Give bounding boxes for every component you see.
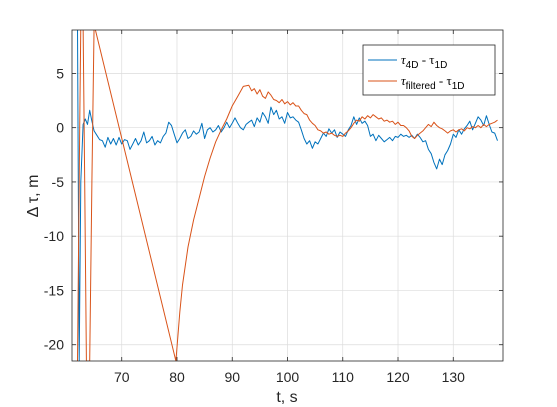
- y-tick-label--15: -15: [44, 282, 64, 298]
- x-tick-label-90: 90: [224, 369, 240, 385]
- legend-entry-filtered: τfiltered - τ1D: [401, 73, 465, 92]
- series-line-filtered: [77, 30, 498, 361]
- x-tick-label-80: 80: [169, 369, 185, 385]
- legend-4d-sub: 4D: [406, 60, 419, 71]
- x-tick-label-110: 110: [332, 369, 355, 385]
- legend-entry-4d: τ4D - τ1D: [401, 52, 447, 71]
- legend-filtered-mid: - τ: [436, 73, 452, 88]
- grid: [72, 30, 503, 361]
- y-tick-label--5: -5: [52, 174, 65, 190]
- legend-4d-sub2: 1D: [435, 60, 448, 71]
- x-tick-label-120: 120: [386, 369, 410, 385]
- x-tick-label-100: 100: [276, 369, 300, 385]
- series-line-4d: [77, 30, 498, 361]
- y-tick-label-5: 5: [56, 65, 64, 81]
- legend: τ4D - τ1D τfiltered - τ1D: [362, 44, 496, 96]
- x-tick-label-130: 130: [442, 369, 466, 385]
- legend-4d-tau: τ: [401, 52, 407, 67]
- series-layer: [77, 30, 498, 361]
- legend-box: [362, 44, 496, 96]
- y-axis-label: Δ τ, m: [25, 175, 42, 218]
- y-tick-label--10: -10: [44, 228, 64, 244]
- legend-filtered-sub2: 1D: [452, 81, 465, 92]
- x-axis-label: t, s: [276, 389, 297, 406]
- y-tick-label--20: -20: [44, 337, 64, 353]
- y-tick-label-0: 0: [56, 120, 64, 136]
- x-tick-label-70: 70: [114, 369, 130, 385]
- tick-layer: [72, 30, 503, 361]
- legend-filtered-sub: filtered: [406, 81, 436, 92]
- tick-label-layer: 70 80 90 100 110 120 130 5 0 -5 -10 -15 -20: [44, 65, 465, 385]
- legend-4d-mid: - τ: [418, 52, 434, 67]
- legend-filtered-tau: τ: [401, 73, 407, 88]
